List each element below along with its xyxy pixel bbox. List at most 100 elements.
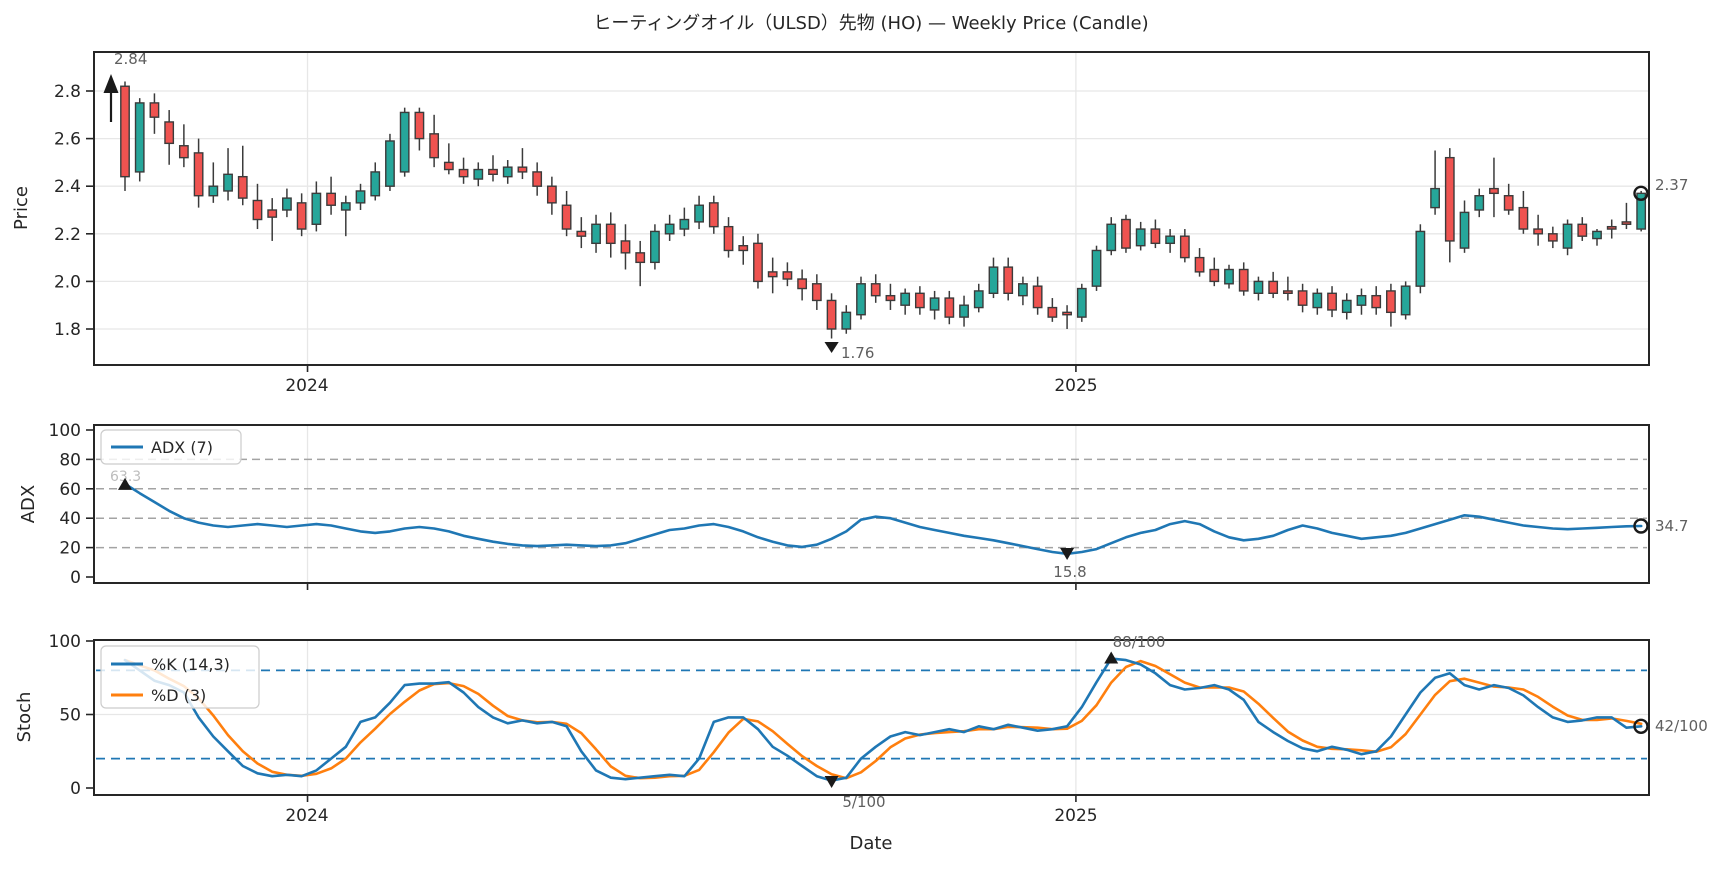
candle-body <box>664 223 675 235</box>
candle-body <box>561 204 572 230</box>
adx-min-annotation: 15.8 <box>1053 563 1086 581</box>
adx-legend-label: ADX (7) <box>151 438 213 457</box>
stoch-last-annotation: 42/100 <box>1655 717 1708 735</box>
candle-body <box>546 185 557 204</box>
candle-body <box>385 140 395 187</box>
candle-body <box>1474 195 1485 211</box>
candle-body <box>1135 228 1146 247</box>
candle-body <box>767 271 778 278</box>
candle-body <box>164 121 175 145</box>
adx-tick-label: 0 <box>70 568 81 588</box>
candle-body <box>1238 268 1249 292</box>
candle-body <box>340 202 351 211</box>
candle-body <box>811 283 822 302</box>
candle-body <box>885 294 896 302</box>
candle-body <box>1415 230 1426 287</box>
price-tick-label: 1.8 <box>54 320 81 340</box>
adx-panel-border <box>93 424 1650 584</box>
candle-body <box>458 168 469 178</box>
candle-body <box>694 204 704 223</box>
candle-body <box>473 168 484 180</box>
price-tick-label: 2.6 <box>54 130 81 150</box>
candle-body <box>723 225 734 252</box>
candle-body <box>208 185 219 197</box>
candle-body <box>650 230 660 264</box>
candle-body <box>370 171 381 197</box>
candle-body <box>149 102 160 118</box>
candle-body <box>443 161 454 171</box>
candle-body <box>1018 283 1028 297</box>
stoch-peak-marker-icon <box>1104 651 1119 664</box>
candle-body <box>1076 287 1087 318</box>
candle-body <box>1533 228 1544 235</box>
stoch-panel-border <box>93 639 1650 796</box>
candle-body <box>282 197 292 211</box>
candle-body <box>988 266 999 294</box>
stoch-tick-label: 100 <box>49 632 81 652</box>
candle-body <box>1444 156 1455 242</box>
price-tick-label: 2.4 <box>54 177 81 197</box>
stoch-k-line <box>123 657 1643 782</box>
candle-body <box>856 283 866 316</box>
candle-body <box>1562 223 1573 249</box>
price-tick-label: 2.8 <box>54 82 81 102</box>
stoch-legend-k-label: %K (14,3) <box>151 655 230 674</box>
candle-body <box>1282 290 1293 295</box>
candle-body <box>1341 299 1352 314</box>
stoch-d-line <box>123 658 1643 780</box>
candle-body <box>1636 192 1647 230</box>
candle-body <box>1592 230 1602 240</box>
adx-tick-label: 100 <box>49 421 81 441</box>
tick-layer: 1.8 2.0 2.2 2.4 2.6 2.8 0 20 40 60 80 100 0 50 100 <box>49 82 1077 802</box>
candle-body <box>1518 206 1529 230</box>
candle-body <box>1268 280 1279 294</box>
candle-body <box>355 190 366 204</box>
price-last-annotation: 2.37 <box>1655 176 1688 194</box>
candle-body <box>1003 266 1014 294</box>
candle-body <box>944 297 955 318</box>
candle-body <box>708 202 719 228</box>
candle-body <box>1327 292 1337 311</box>
candle-body <box>1032 285 1043 309</box>
adx-tick-label: 20 <box>59 539 81 559</box>
stoch-min-annotation: 5/100 <box>842 793 885 811</box>
adx-ylabel: ADX <box>18 485 39 524</box>
stoch-peak-annotation: 88/100 <box>1113 633 1166 651</box>
candle-body <box>576 230 587 237</box>
candle-body <box>1400 285 1411 316</box>
adx-tick-label: 80 <box>59 450 81 470</box>
candle-body <box>605 223 616 245</box>
candle-body <box>1547 233 1558 242</box>
candle-body <box>959 304 969 318</box>
adx-last-annotation: 34.7 <box>1655 517 1688 535</box>
stoch-legend-box <box>100 645 260 709</box>
candle-body <box>1356 294 1367 306</box>
candle-body <box>914 292 925 309</box>
adx-start-marker-icon <box>118 477 132 490</box>
price-tick-label: 2.0 <box>54 272 81 292</box>
series-layer <box>120 81 1647 782</box>
candle-body <box>1209 268 1220 283</box>
candle-body <box>1047 306 1058 318</box>
price-low-marker-icon <box>824 342 839 353</box>
candle-body <box>782 271 793 280</box>
adx-end-marker-icon <box>1633 518 1649 534</box>
candle-body <box>738 244 749 252</box>
candle-body <box>620 240 631 254</box>
candle-body <box>532 171 543 187</box>
candle-body <box>591 223 601 245</box>
xtick-2025-top: 2025 <box>1054 376 1097 396</box>
price-high-annotation: 2.84 <box>114 50 147 68</box>
candle-body <box>1150 228 1161 245</box>
candle-body <box>223 173 233 192</box>
candle-body <box>1091 249 1102 287</box>
candle-body <box>1165 235 1176 245</box>
candle-body <box>414 111 425 140</box>
candle-body <box>1224 268 1234 285</box>
candle-body <box>1489 187 1499 195</box>
candle-body <box>1253 280 1264 294</box>
xaxis-label: Date <box>849 833 892 854</box>
adx-start-annotation: 63.3 <box>110 469 141 485</box>
